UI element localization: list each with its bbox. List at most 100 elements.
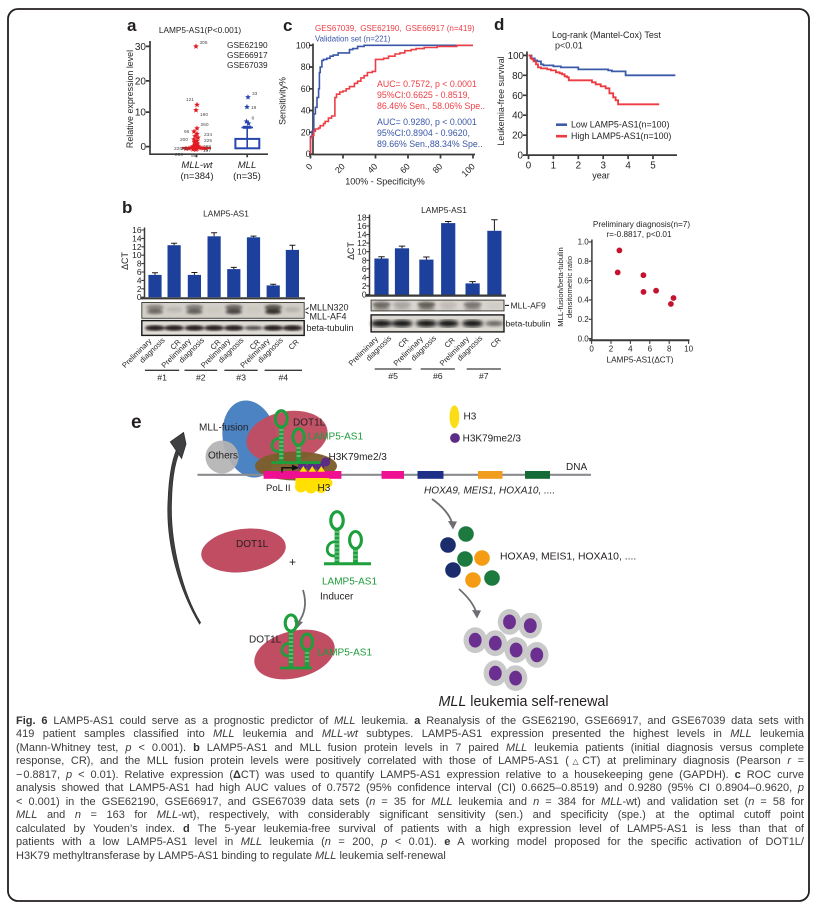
svg-text:121: 121 — [186, 97, 194, 103]
svg-text:260: 260 — [201, 122, 209, 128]
svg-text:18: 18 — [357, 213, 367, 223]
svg-text:LAMP5-AS1: LAMP5-AS1 — [308, 432, 363, 443]
svg-text:#5: #5 — [388, 371, 398, 381]
svg-text:beta-tubulin: beta-tubulin — [307, 323, 354, 333]
svg-text:20: 20 — [512, 131, 523, 142]
svg-text:235: 235 — [181, 146, 189, 152]
svg-text:GES67039, GSE62190, GSE66917: GES67039, GSE62190, GSE66917 (n=419) — [315, 24, 475, 33]
svg-text:MLL-fusion/beta-tubulin: MLL-fusion/beta-tubulin — [556, 247, 565, 326]
svg-text:LAMP5-AS1: LAMP5-AS1 — [317, 648, 372, 659]
svg-text:305: 305 — [200, 40, 208, 46]
svg-text:Preliminarydiagnosis: Preliminarydiagnosis — [160, 329, 207, 376]
svg-text:89.66% Sen.,88.34% Spe..: 89.66% Sen.,88.34% Spe.. — [377, 139, 483, 149]
svg-text:densitometric ratio: densitometric ratio — [565, 256, 574, 318]
svg-text:Low LAMP5-AS1(n=100): Low LAMP5-AS1(n=100) — [571, 120, 669, 130]
svg-text:2: 2 — [609, 345, 614, 354]
svg-text:#4: #4 — [278, 373, 288, 383]
svg-text:80: 80 — [512, 71, 523, 82]
svg-text:0.6: 0.6 — [578, 276, 590, 285]
svg-text:40: 40 — [301, 106, 311, 116]
svg-text:2: 2 — [576, 161, 581, 172]
svg-text:6: 6 — [648, 345, 653, 354]
svg-text:0: 0 — [137, 292, 142, 302]
svg-text:0.8: 0.8 — [578, 257, 590, 266]
svg-text:40: 40 — [365, 161, 379, 175]
svg-text:r=-0.8817, p<0.01: r=-0.8817, p<0.01 — [606, 230, 672, 239]
svg-text:200: 200 — [180, 137, 188, 143]
svg-text:10: 10 — [132, 250, 142, 260]
svg-text:197: 197 — [203, 148, 211, 154]
svg-text:0.4: 0.4 — [578, 296, 590, 305]
svg-text:b: b — [122, 198, 132, 217]
svg-text:19: 19 — [251, 105, 257, 111]
svg-text:0: 0 — [306, 149, 311, 159]
svg-text:Preliminary diagnosis(n=7): Preliminary diagnosis(n=7) — [593, 220, 690, 229]
svg-text:GSE62190: GSE62190 — [227, 40, 268, 50]
svg-text:100% - Specificity%: 100% - Specificity% — [345, 177, 425, 187]
svg-text:MLL leukemia self-renewal: MLL leukemia self-renewal — [439, 694, 609, 710]
svg-text:#2: #2 — [196, 373, 206, 383]
svg-text:CR: CR — [287, 337, 301, 351]
svg-text:MLL-AF9: MLL-AF9 — [511, 300, 547, 310]
svg-text:95%CI:0.6625 - 0.8519,: 95%CI:0.6625 - 0.8519, — [377, 90, 470, 100]
svg-text:86.46% Sen., 58.06% Spe..: 86.46% Sen., 58.06% Spe.. — [377, 101, 485, 111]
svg-text:LAMP5-AS1(ΔCT): LAMP5-AS1(ΔCT) — [607, 356, 674, 365]
svg-text:H3K79me2/3: H3K79me2/3 — [329, 452, 388, 463]
svg-text:c: c — [283, 16, 292, 35]
svg-text:LAMP5-AS1: LAMP5-AS1 — [322, 577, 377, 588]
svg-text:AUC= 0.9280, p < 0.0001: AUC= 0.9280, p < 0.0001 — [377, 117, 477, 127]
svg-text:0: 0 — [589, 345, 594, 354]
svg-text:8: 8 — [362, 255, 367, 265]
svg-text:0.2: 0.2 — [578, 315, 590, 324]
svg-text:H3K79me2/3: H3K79me2/3 — [463, 434, 522, 445]
svg-text:d: d — [494, 15, 504, 34]
svg-text:8: 8 — [252, 116, 255, 122]
svg-text:60: 60 — [398, 161, 412, 175]
svg-text:year: year — [592, 171, 610, 181]
svg-text:30: 30 — [135, 42, 147, 53]
svg-text:HOXA9, MEIS1, HOXA10, ....: HOXA9, MEIS1, HOXA10, .... — [424, 486, 555, 497]
svg-text:MLL: MLL — [238, 160, 256, 171]
svg-text:16: 16 — [132, 225, 142, 235]
svg-text:198: 198 — [203, 144, 211, 150]
svg-text:0: 0 — [140, 142, 146, 153]
svg-text:(n=35): (n=35) — [233, 171, 261, 182]
svg-text:LAMP5-AS1: LAMP5-AS1 — [203, 209, 249, 219]
svg-text:12: 12 — [132, 242, 142, 252]
svg-text:GSE66917: GSE66917 — [227, 50, 268, 60]
svg-text:GSE67039: GSE67039 — [227, 60, 268, 70]
svg-text:ΔCT: ΔCT — [120, 252, 130, 270]
svg-text:6: 6 — [137, 267, 142, 277]
svg-text:DOT1L: DOT1L — [249, 635, 282, 646]
svg-text:e: e — [131, 412, 142, 433]
svg-text:DOT1L: DOT1L — [293, 418, 326, 429]
svg-text:a: a — [127, 16, 137, 35]
svg-text:1.0: 1.0 — [578, 238, 590, 247]
svg-text:Preliminarydiagnosis: Preliminarydiagnosis — [120, 329, 167, 376]
svg-text:#1: #1 — [157, 373, 167, 383]
svg-text:DOT1L: DOT1L — [236, 539, 269, 550]
svg-text:H3: H3 — [464, 412, 477, 423]
svg-text:4: 4 — [362, 272, 367, 282]
svg-text:DNA: DNA — [566, 462, 587, 473]
svg-text:Log-rank (Mantel-Cox) Test: Log-rank (Mantel-Cox) Test — [552, 30, 661, 40]
svg-text:2: 2 — [362, 281, 367, 291]
svg-text:LAMP5-AS1: LAMP5-AS1 — [421, 205, 467, 215]
svg-text:40: 40 — [512, 111, 523, 122]
svg-text:190: 190 — [200, 112, 208, 118]
svg-text:2: 2 — [137, 284, 142, 294]
svg-text:14: 14 — [357, 230, 367, 240]
svg-text:33: 33 — [252, 91, 258, 97]
svg-text:0: 0 — [304, 161, 315, 172]
svg-text:Sensitivity%: Sensitivity% — [278, 77, 288, 125]
svg-text:12: 12 — [357, 238, 367, 248]
svg-text:Preliminarydiagnosis: Preliminarydiagnosis — [199, 329, 246, 376]
svg-text:5: 5 — [650, 161, 656, 172]
svg-text:Relative expression level: Relative expression level — [125, 50, 135, 148]
svg-text:p<0.01: p<0.01 — [555, 41, 583, 51]
svg-text:0: 0 — [362, 290, 367, 300]
svg-text:20: 20 — [135, 77, 147, 88]
svg-text:4: 4 — [628, 345, 633, 354]
svg-text:20: 20 — [301, 127, 311, 137]
svg-text:256: 256 — [175, 152, 183, 158]
